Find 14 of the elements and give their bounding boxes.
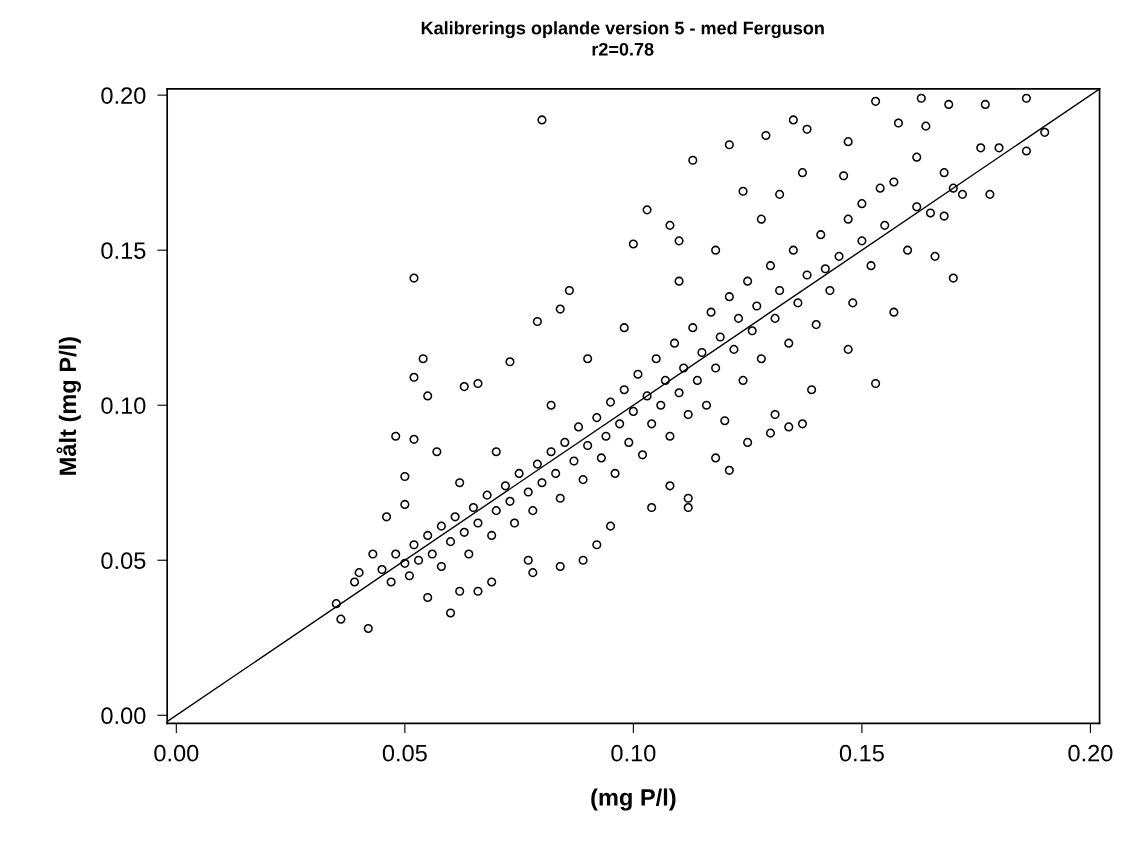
y-tick-label: 0.10 [101, 397, 146, 414]
y-tick-label: 0.00 [101, 707, 146, 725]
x-tick-label: 0.00 [154, 744, 199, 762]
x-tick-label: 0.20 [1068, 744, 1113, 762]
chart-subtitle: r2=0.78 [592, 42, 654, 56]
x-axis-title: (mg P/l) [591, 788, 676, 811]
y-tick-label: 0.20 [101, 87, 146, 104]
y-tick-label: 0.15 [101, 242, 146, 259]
y-tick-label: 0.05 [101, 552, 146, 570]
x-tick-label: 0.05 [382, 744, 427, 762]
x-tick-label: 0.10 [611, 744, 656, 762]
y-axis-title: Målt (mg P/l) [56, 337, 81, 475]
x-tick-label: 0.15 [839, 744, 884, 762]
chart-title: Kalibrerings oplande version 5 - med Ferguson [421, 21, 824, 39]
